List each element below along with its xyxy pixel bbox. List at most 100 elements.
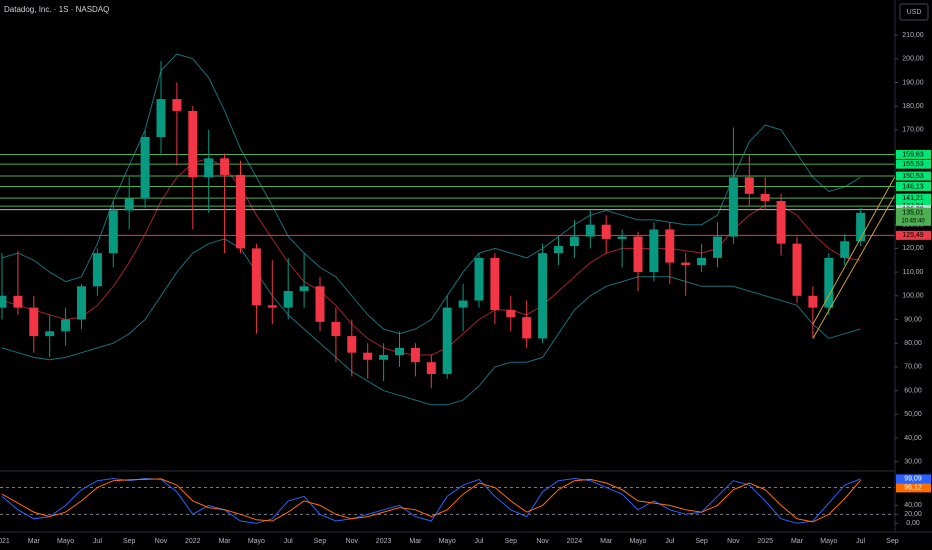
- x-tick-label: Nov: [727, 538, 740, 545]
- candle-body: [522, 317, 532, 339]
- x-tick-label: Mayo: [439, 538, 456, 545]
- candle-body: [474, 257, 484, 301]
- y-tick-label: 180,00: [902, 103, 924, 110]
- candle-body: [108, 210, 118, 254]
- x-tick-label: Mayo: [248, 538, 265, 545]
- y-tick-label: 200,00: [902, 56, 924, 63]
- level-label: 150,53: [902, 173, 924, 180]
- candle-body: [697, 257, 707, 265]
- x-tick-label: Jul: [284, 538, 293, 545]
- x-tick-label: Sep: [505, 538, 518, 545]
- axis-labels: 30,00 40,00 50,00 60,00 70,00 80,00 90,00 100,0…: [0, 32, 931, 545]
- candle-body: [92, 253, 102, 287]
- candle-body: [13, 295, 23, 308]
- candle-body: [315, 286, 325, 322]
- candle-body: [490, 257, 500, 311]
- candle-body: [585, 224, 595, 237]
- y-tick-label: 40,00: [904, 435, 922, 442]
- level-label: 146,13: [902, 183, 924, 190]
- plot-area: [0, 53, 906, 524]
- candle-body: [188, 110, 198, 178]
- x-tick-label: Jul: [665, 538, 674, 545]
- candle-body: [0, 295, 7, 308]
- level-badge: [896, 171, 931, 181]
- candle-body: [538, 253, 548, 339]
- band-lower: [1, 238, 861, 406]
- trendline: [812, 177, 906, 339]
- candle-body: [728, 177, 738, 237]
- level-badge: [896, 230, 931, 240]
- candle-body: [124, 198, 134, 211]
- y-tick-label: 60,00: [904, 387, 922, 394]
- candle-body: [395, 347, 404, 356]
- osc-badge: [896, 483, 931, 493]
- osc-tick-label: 20,00: [904, 511, 922, 518]
- level-badge: [896, 181, 931, 191]
- last-price-badge: [896, 207, 931, 226]
- osc-badge: [896, 474, 931, 484]
- osc-tick-label: 0,00: [906, 520, 920, 527]
- candle-body: [45, 331, 55, 337]
- candle-body: [363, 352, 373, 360]
- candle-body: [61, 319, 71, 332]
- x-tick-label: Mayo: [820, 538, 837, 545]
- level-label: 159,63: [902, 151, 924, 158]
- osc-last: 99,09: [904, 476, 922, 483]
- chart-title: Datadog, Inc. · 1S · NASDAQ: [4, 5, 109, 14]
- oscillator-line: [1, 477, 861, 524]
- candle-body: [299, 286, 309, 292]
- oscillator-line: [1, 478, 861, 523]
- candle-body: [840, 241, 850, 258]
- level-badge: [896, 149, 931, 159]
- x-tick-label: Jul: [93, 538, 102, 545]
- candle-body: [808, 295, 818, 308]
- candle-body: [140, 136, 150, 199]
- candle-body: [251, 248, 261, 306]
- osc-tick-label: 40,00: [904, 502, 922, 509]
- candle-body: [681, 262, 691, 265]
- x-tick-label: Mar: [28, 538, 41, 545]
- currency-box[interactable]: [899, 3, 929, 21]
- y-tick-label: 90,00: [904, 316, 922, 323]
- candle-body: [856, 212, 866, 242]
- candle-body: [649, 229, 659, 273]
- candle-body: [713, 236, 722, 258]
- candle-body: [554, 246, 563, 254]
- candle-body: [569, 236, 579, 247]
- x-tick-label: 2022: [185, 538, 201, 545]
- y-tick-label: 190,00: [902, 79, 924, 86]
- candle-body: [776, 200, 786, 244]
- candle-body: [426, 362, 436, 375]
- y-tick-label: 170,00: [902, 127, 924, 134]
- x-tick-label: Sep: [886, 538, 899, 545]
- candle-body: [665, 229, 675, 263]
- x-tick-label: Jul: [856, 538, 865, 545]
- candle-body: [458, 300, 468, 308]
- candle-body: [601, 224, 611, 239]
- candle-body: [410, 347, 420, 363]
- candle-body: [744, 177, 754, 194]
- y-tick-label: 110,00: [903, 269, 924, 276]
- x-tick-label: Nov: [346, 538, 359, 545]
- y-tick-label: 100,00: [902, 293, 924, 300]
- candle-body: [204, 158, 214, 178]
- x-tick-label: Sep: [695, 538, 708, 545]
- level-label: 155,53: [902, 161, 924, 168]
- price-axis: [895, 0, 932, 550]
- level-label: 141,21: [902, 195, 924, 202]
- y-tick-label: 30,00: [904, 459, 922, 466]
- x-tick-label: Mar: [600, 538, 613, 545]
- countdown: 10:45:40: [901, 218, 925, 224]
- x-tick-label: Mar: [219, 538, 232, 545]
- x-tick-label: Mayo: [57, 538, 74, 545]
- candle-body: [760, 193, 770, 201]
- candle-body: [156, 99, 166, 137]
- y-tick-label: 210,00: [902, 32, 924, 39]
- candle-body: [442, 307, 452, 375]
- last-price: 135,01: [902, 210, 924, 217]
- candle-body: [236, 174, 245, 249]
- x-tick-label: Sep: [123, 538, 136, 545]
- x-tick-label: 2024: [567, 538, 583, 545]
